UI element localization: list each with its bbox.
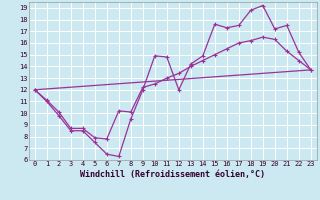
X-axis label: Windchill (Refroidissement éolien,°C): Windchill (Refroidissement éolien,°C): [80, 170, 265, 179]
